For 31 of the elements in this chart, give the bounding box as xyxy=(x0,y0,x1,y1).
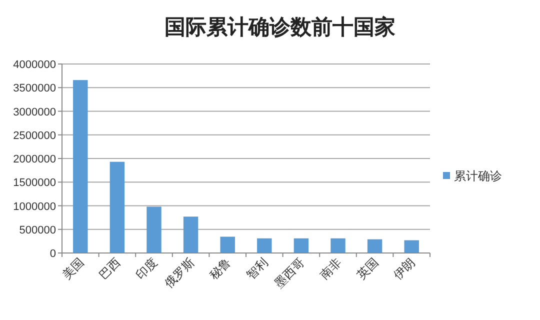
x-tick-label: 巴西 xyxy=(96,255,124,282)
y-tick-label: 1000000 xyxy=(13,200,56,213)
x-tick-label: 伊朗 xyxy=(390,255,418,282)
y-tick-label: 3500000 xyxy=(13,82,56,95)
bar xyxy=(183,216,198,253)
bar xyxy=(146,206,162,253)
x-tick-label: 智利 xyxy=(244,255,271,282)
y-tick-label: 2500000 xyxy=(13,130,56,142)
x-tick-label: 印度 xyxy=(133,255,160,282)
y-tick-label: 2000000 xyxy=(13,154,56,166)
bar xyxy=(404,240,419,253)
x-tick-label: 秘鲁 xyxy=(206,255,234,282)
y-tick-label: 0 xyxy=(50,248,56,260)
x-tick-label: 美国 xyxy=(60,255,87,282)
bar xyxy=(220,236,235,253)
chart-title: 国际累计确诊数前十国家 xyxy=(164,15,396,39)
bar xyxy=(367,239,382,253)
bar xyxy=(330,238,346,253)
y-tick-label: 500000 xyxy=(19,224,56,236)
bar xyxy=(294,238,309,253)
x-tick-label: 俄罗斯 xyxy=(162,255,197,291)
bar xyxy=(73,80,88,253)
legend-label: 累计确诊 xyxy=(454,169,502,183)
y-tick-label: 3000000 xyxy=(13,106,56,118)
x-tick-label: 英国 xyxy=(354,255,381,282)
x-tick-label: 墨西哥 xyxy=(272,255,308,291)
bar xyxy=(257,238,272,253)
y-tick-label: 1500000 xyxy=(13,177,56,190)
bar xyxy=(110,162,125,253)
y-tick-label: 4000000 xyxy=(13,59,56,71)
x-tick-label: 南非 xyxy=(317,255,344,282)
